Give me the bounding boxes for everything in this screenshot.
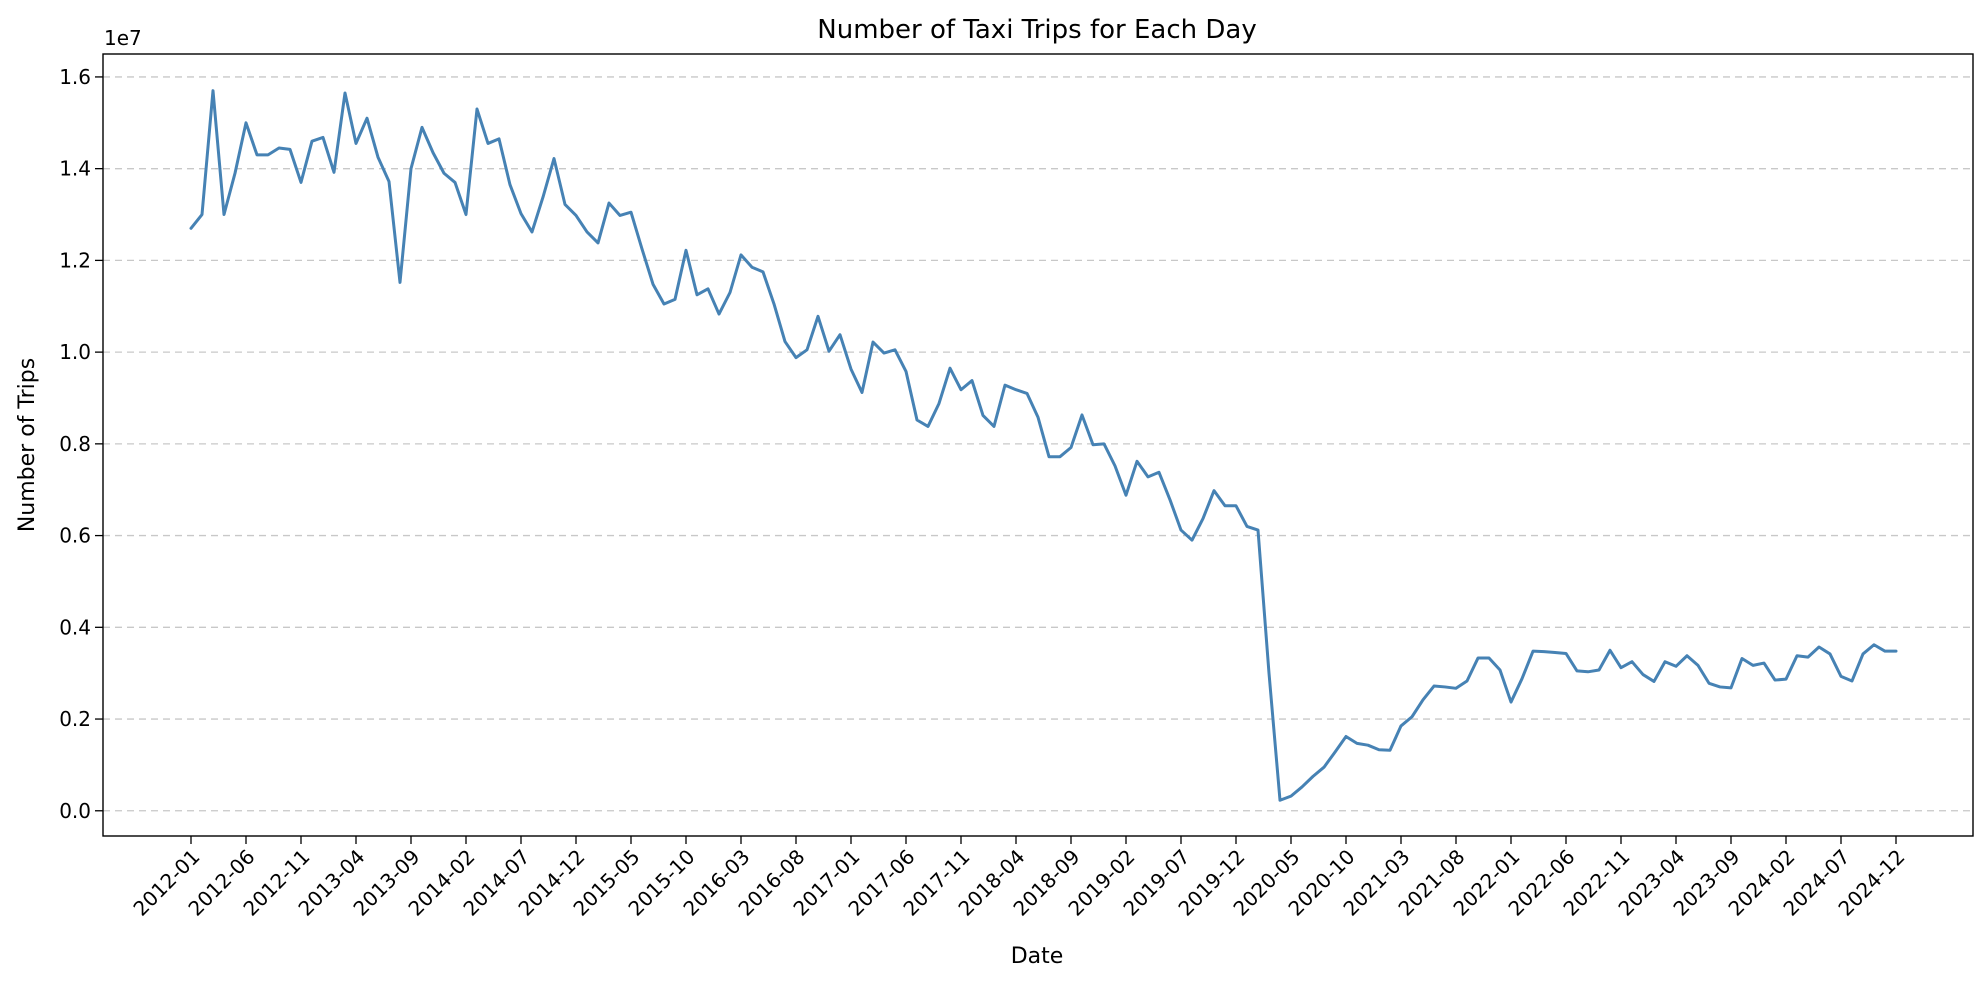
y-tick-label: 1.2 <box>59 248 91 272</box>
y-tick-label: 0.6 <box>59 524 91 548</box>
x-axis-title: Date <box>1011 944 1064 969</box>
y-tick-label: 1.0 <box>59 340 91 364</box>
series-line-0 <box>189 89 1898 802</box>
y-tick-label: 1.6 <box>59 65 91 89</box>
chart-title: Number of Taxi Trips for Each Day <box>817 15 1256 45</box>
y-tick-label: 0.0 <box>59 799 91 823</box>
y-tick-label: 0.4 <box>59 615 91 639</box>
x-axis: 2012-012012-062012-112013-042013-092014-… <box>128 836 1910 921</box>
y-axis-title: Number of Trips <box>15 358 40 532</box>
y-tick-label: 0.2 <box>59 707 91 731</box>
y-axis: 0.0 0.2 0.4 0.6 0.8 1.0 1.2 1.4 1.6 <box>59 65 103 823</box>
plot-frame <box>102 53 1974 837</box>
y-tick-label: 1.4 <box>59 157 91 181</box>
gridlines <box>103 76 1973 812</box>
y-tick-label: 0.8 <box>59 432 91 456</box>
series-layer <box>189 89 1898 802</box>
y-axis-offset-label: 1e7 <box>104 26 142 50</box>
